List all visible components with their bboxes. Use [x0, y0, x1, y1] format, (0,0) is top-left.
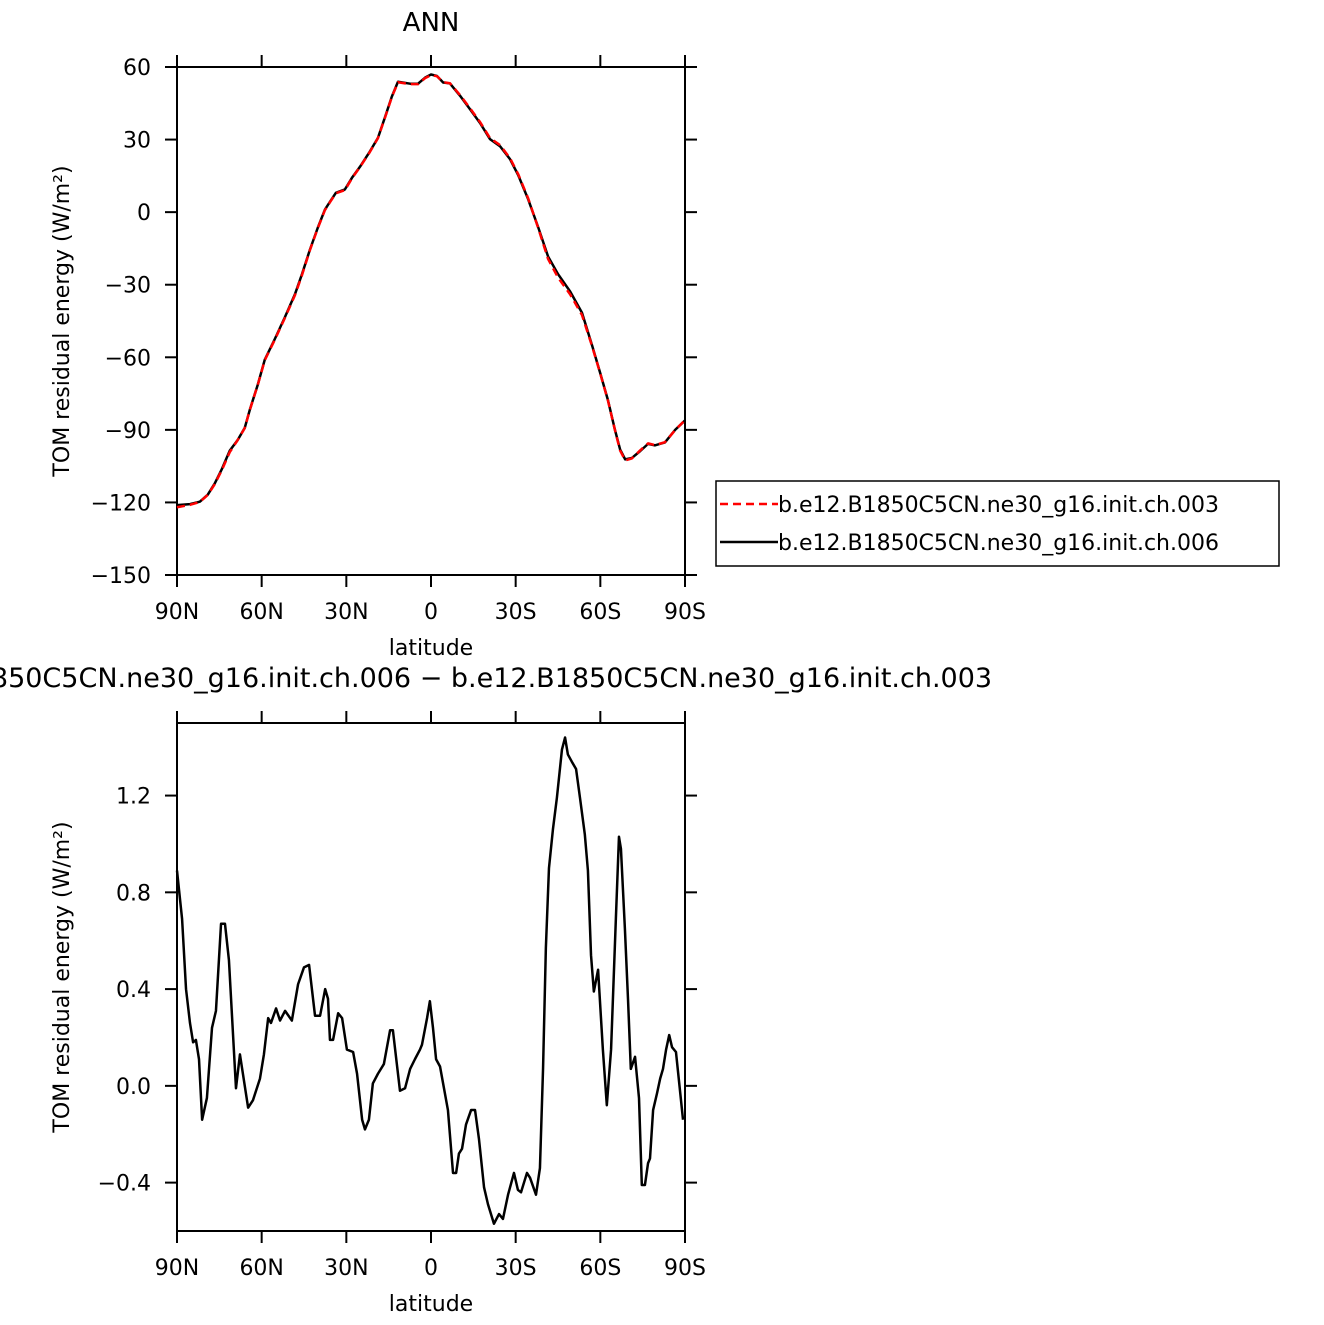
y-tick-label: 60 — [123, 56, 151, 81]
y-axis-label: TOM residual energy (W/m²) — [50, 165, 75, 477]
y-tick-label: −60 — [105, 346, 151, 371]
y-tick-label: −90 — [105, 419, 151, 444]
y-tick-label: 0 — [137, 201, 151, 226]
series-line — [176, 73, 686, 507]
x-axis-label: latitude — [389, 636, 473, 661]
x-tick-label: 60S — [579, 600, 621, 625]
x-tick-label: 90S — [664, 600, 706, 625]
x-tick-label: 90S — [664, 1256, 706, 1281]
x-tick-label: 90N — [155, 1256, 199, 1281]
x-tick-label: 60N — [239, 1256, 283, 1281]
x-tick-label: 60S — [579, 1256, 621, 1281]
y-tick-label: 30 — [123, 129, 151, 154]
x-tick-label: 90N — [155, 600, 199, 625]
legend-label: b.e12.B1850C5CN.ne30_g16.init.ch.003 — [778, 493, 1219, 518]
x-tick-label: 0 — [424, 600, 438, 625]
x-tick-label: 60N — [239, 600, 283, 625]
series-line — [175, 736, 685, 1225]
x-tick-label: 30N — [324, 1256, 368, 1281]
x-tick-label: 30S — [495, 1256, 537, 1281]
y-tick-label: −120 — [91, 491, 151, 516]
x-tick-label: 0 — [424, 1256, 438, 1281]
y-tick-label: 1.2 — [116, 785, 151, 810]
y-tick-label: −150 — [91, 564, 151, 589]
x-tick-label: 30S — [495, 600, 537, 625]
chart-title: ANN — [403, 8, 460, 38]
y-tick-label: 0.0 — [116, 1075, 151, 1100]
legend: b.e12.B1850C5CN.ne30_g16.init.ch.003 b.e1… — [715, 480, 1280, 567]
y-tick-label: 0.4 — [116, 978, 151, 1003]
y-tick-label: −0.4 — [98, 1172, 151, 1197]
x-axis-label: latitude — [389, 1292, 473, 1317]
series-line — [176, 73, 686, 509]
chart-title: b.e12.B1850C5CN.ne30_g16.init.ch.006 − b… — [0, 663, 992, 694]
y-axis-label: TOM residual energy (W/m²) — [50, 821, 75, 1133]
plot-frame — [176, 66, 686, 576]
y-tick-label: −30 — [105, 274, 151, 299]
x-tick-label: 30N — [324, 600, 368, 625]
legend-label: b.e12.B1850C5CN.ne30_g16.init.ch.006 — [778, 531, 1219, 556]
plot-frame — [176, 722, 686, 1232]
legend-box — [715, 480, 1280, 567]
y-tick-label: 0.8 — [116, 881, 151, 906]
